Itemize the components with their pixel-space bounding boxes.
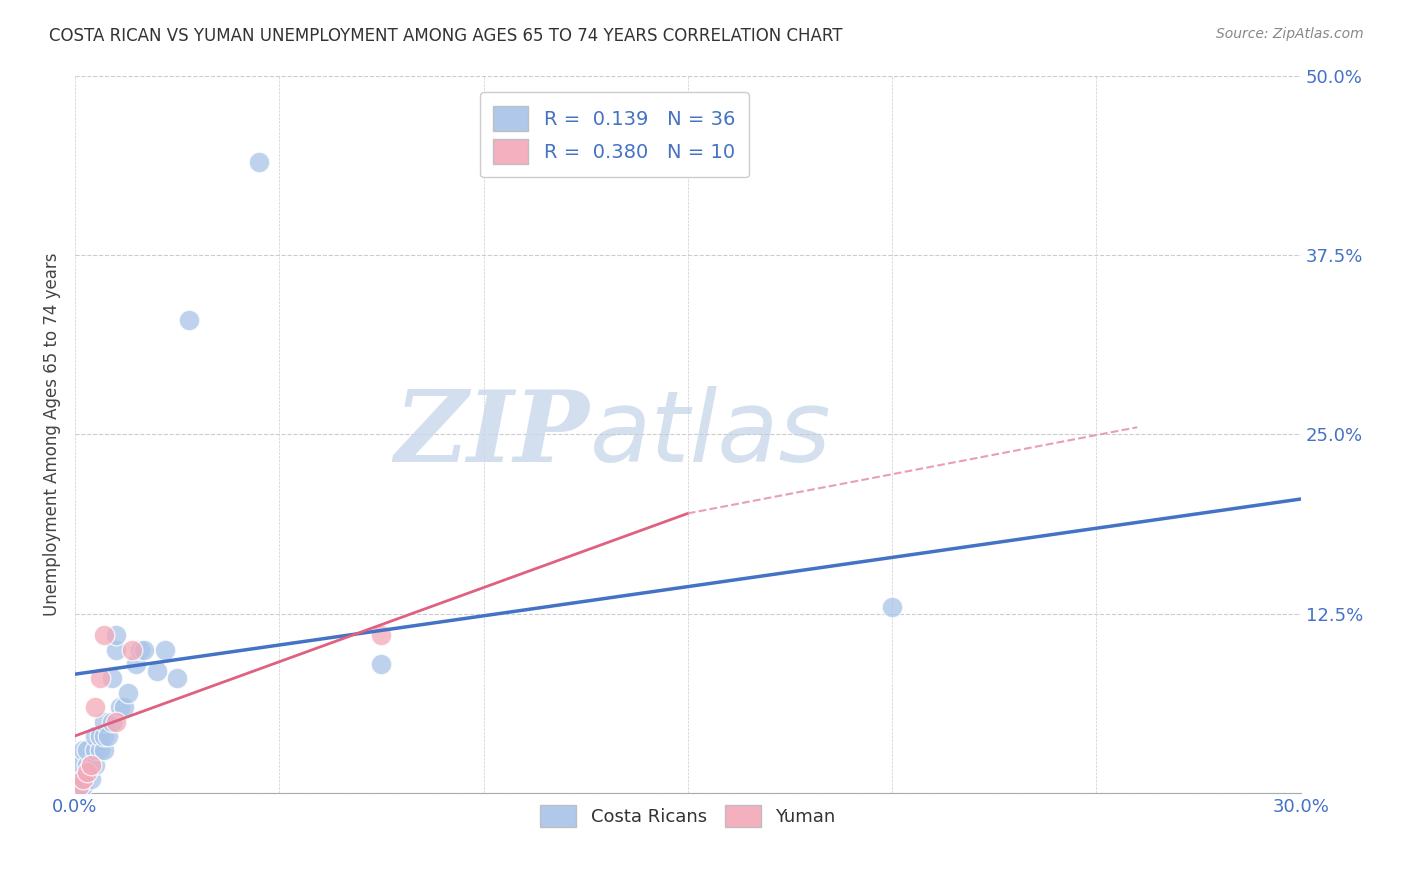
- Costa Ricans: [112, 700, 135, 714]
- Costa Ricans: [72, 779, 94, 793]
- Costa Ricans: [104, 628, 127, 642]
- Costa Ricans: [93, 743, 115, 757]
- Costa Ricans: [67, 772, 90, 786]
- Y-axis label: Unemployment Among Ages 65 to 74 years: Unemployment Among Ages 65 to 74 years: [44, 252, 60, 616]
- Yuman: [84, 700, 107, 714]
- Costa Ricans: [125, 657, 148, 672]
- Costa Ricans: [72, 743, 94, 757]
- Costa Ricans: [153, 642, 176, 657]
- Costa Ricans: [247, 154, 270, 169]
- Yuman: [121, 642, 143, 657]
- Text: atlas: atlas: [589, 386, 831, 483]
- Costa Ricans: [80, 757, 103, 772]
- Costa Ricans: [145, 665, 167, 679]
- Yuman: [104, 714, 127, 729]
- Costa Ricans: [93, 714, 115, 729]
- Costa Ricans: [117, 686, 139, 700]
- Costa Ricans: [97, 729, 120, 743]
- Costa Ricans: [370, 657, 392, 672]
- Costa Ricans: [67, 757, 90, 772]
- Yuman: [93, 628, 115, 642]
- Costa Ricans: [76, 757, 98, 772]
- Yuman: [80, 757, 103, 772]
- Costa Ricans: [104, 642, 127, 657]
- Costa Ricans: [134, 642, 156, 657]
- Text: ZIP: ZIP: [395, 386, 589, 483]
- Costa Ricans: [80, 772, 103, 786]
- Legend: Costa Ricans, Yuman: Costa Ricans, Yuman: [533, 798, 842, 835]
- Costa Ricans: [84, 729, 107, 743]
- Costa Ricans: [89, 743, 111, 757]
- Costa Ricans: [67, 779, 90, 793]
- Costa Ricans: [89, 729, 111, 743]
- Yuman: [370, 628, 392, 642]
- Yuman: [67, 779, 90, 793]
- Yuman: [89, 672, 111, 686]
- Yuman: [76, 764, 98, 779]
- Text: COSTA RICAN VS YUMAN UNEMPLOYMENT AMONG AGES 65 TO 74 YEARS CORRELATION CHART: COSTA RICAN VS YUMAN UNEMPLOYMENT AMONG …: [49, 27, 842, 45]
- Costa Ricans: [166, 672, 188, 686]
- Costa Ricans: [72, 772, 94, 786]
- Costa Ricans: [179, 312, 201, 326]
- Costa Ricans: [101, 714, 124, 729]
- Costa Ricans: [76, 743, 98, 757]
- Costa Ricans: [93, 729, 115, 743]
- Text: Source: ZipAtlas.com: Source: ZipAtlas.com: [1216, 27, 1364, 41]
- Costa Ricans: [84, 743, 107, 757]
- Costa Ricans: [101, 672, 124, 686]
- Costa Ricans: [108, 700, 131, 714]
- Costa Ricans: [84, 757, 107, 772]
- Costa Ricans: [880, 599, 903, 614]
- Costa Ricans: [129, 642, 152, 657]
- Yuman: [72, 772, 94, 786]
